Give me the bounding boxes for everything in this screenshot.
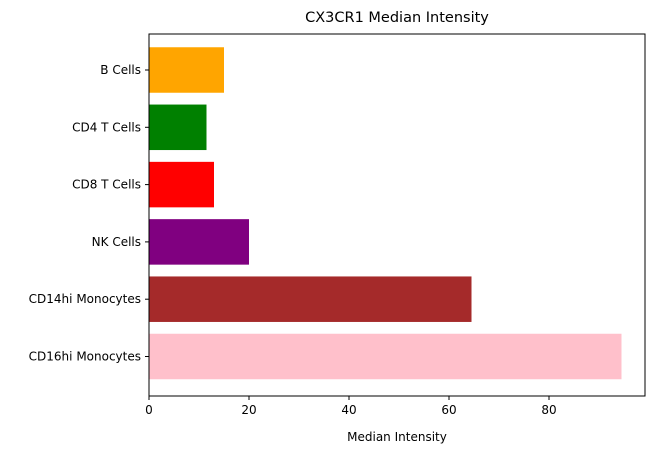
y-tick-label: B Cells [100, 63, 141, 77]
x-tick-label: 80 [541, 403, 556, 417]
x-tick-label: 20 [241, 403, 256, 417]
y-tick-label: CD16hi Monocytes [29, 350, 141, 364]
bar-b-cells [149, 47, 224, 93]
bars-group [149, 47, 622, 380]
y-tick-label: CD8 T Cells [72, 178, 141, 192]
x-tick-label: 60 [441, 403, 456, 417]
bar-cd8-t-cells [149, 161, 214, 208]
plot-frame [148, 33, 646, 397]
bar-cd16hi-monocytes [149, 333, 622, 380]
x-axis-ticks: 0 20 40 60 80 [145, 396, 557, 417]
x-tick-label: 0 [145, 403, 153, 417]
y-tick-label: CD14hi Monocytes [29, 292, 141, 306]
y-tick-label: NK Cells [92, 235, 141, 249]
chart-title: CX3CR1 Median Intensity [305, 10, 489, 26]
x-axis-label: Median Intensity [347, 430, 447, 444]
x-tick-label: 40 [341, 403, 356, 417]
y-axis-ticks: B Cells CD4 T Cells CD8 T Cells NK Cells CD1… [29, 63, 149, 364]
bar-cd14hi-monocytes [149, 276, 472, 322]
bar-cd4-t-cells [149, 104, 207, 151]
bar-nk-cells [149, 219, 249, 265]
y-tick-label: CD4 T Cells [72, 120, 141, 134]
